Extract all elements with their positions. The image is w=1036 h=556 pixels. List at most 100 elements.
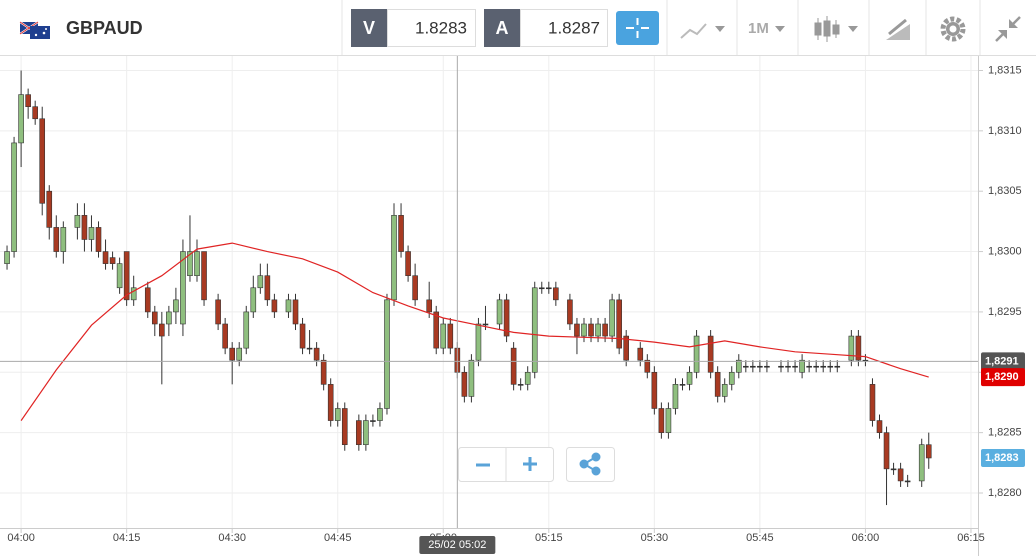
candle-body — [750, 365, 756, 368]
crosshair-y-label: 1,8291 — [985, 355, 1019, 367]
candle-body — [475, 323, 482, 361]
candle-body — [292, 299, 299, 325]
candle-body — [883, 432, 890, 470]
price-label: 1,8283 — [985, 452, 1019, 464]
candle-body — [95, 227, 102, 252]
candle-body — [531, 287, 538, 373]
candle-body — [595, 323, 601, 337]
y-tick-label: 1,8280 — [988, 487, 1022, 499]
candle-body — [637, 347, 644, 361]
candle-body — [447, 323, 454, 349]
candle-body — [250, 287, 257, 313]
candle-body — [644, 359, 651, 373]
candle-body — [433, 311, 440, 349]
candle-body — [918, 444, 925, 482]
candle-body — [130, 287, 137, 301]
candle-body — [123, 251, 130, 301]
candle-body — [116, 263, 123, 289]
y-tick-label: 1,8300 — [988, 245, 1022, 257]
candle-body — [524, 371, 531, 385]
candle-body — [890, 468, 897, 471]
candle-body — [658, 408, 665, 433]
x-tick-label: 05:15 — [535, 532, 563, 544]
zoom-in-button[interactable] — [523, 457, 537, 471]
candle-body — [264, 275, 271, 301]
ask-button[interactable] — [484, 9, 520, 47]
crosshair-x-label-bg — [419, 536, 496, 554]
candle-body — [257, 275, 264, 289]
candle-body — [194, 251, 200, 277]
settings-button[interactable] — [940, 16, 966, 42]
drawing-button[interactable] — [886, 18, 910, 40]
candle-body — [391, 215, 397, 301]
crosshair-x-label: 25/02 05:02 — [428, 539, 486, 551]
candle-body — [778, 365, 784, 368]
candle-body — [855, 335, 862, 361]
interval-button[interactable]: 1M — [748, 20, 769, 37]
share-button[interactable] — [566, 447, 615, 482]
x-tick-label: 04:45 — [324, 532, 352, 544]
ask-label: A — [496, 18, 509, 38]
candle-body — [88, 227, 95, 240]
ask-price: 1.8287 — [548, 18, 600, 37]
candle-body — [848, 335, 855, 361]
candle-body — [222, 323, 228, 349]
candle-body — [686, 371, 693, 385]
candle-body — [482, 323, 489, 326]
y-tick-label: 1,8285 — [988, 427, 1022, 439]
candle-body — [757, 365, 763, 368]
bid-price: 1.8283 — [415, 18, 467, 37]
x-tick-label: 06:15 — [957, 532, 985, 544]
toolbar: GBPAUD V 1.8283 A 1.8287 1M — [0, 0, 1036, 56]
candle-body — [39, 118, 46, 204]
collapse-button[interactable] — [995, 16, 1021, 42]
price-label-bg — [981, 448, 1025, 467]
chart-type-button[interactable] — [814, 16, 858, 42]
candle-body — [925, 444, 932, 459]
candle-body — [876, 420, 883, 433]
candle-body — [517, 384, 524, 386]
candle-body — [229, 347, 235, 361]
candle-body — [538, 287, 545, 290]
candle-body — [426, 299, 432, 313]
candle-body — [813, 365, 819, 368]
candle-body — [46, 190, 53, 228]
crosshair-icon — [626, 18, 649, 38]
x-tick-label: 04:30 — [218, 532, 246, 544]
candle-body — [370, 420, 376, 422]
y-tick-label: 1,8305 — [988, 185, 1022, 197]
candle-body — [785, 365, 791, 368]
candle-body — [503, 299, 510, 337]
candle-body — [679, 384, 686, 386]
x-tick-label: 04:15 — [113, 532, 141, 544]
candle-body — [581, 323, 587, 337]
candle-body — [53, 227, 60, 252]
bid-button[interactable] — [351, 9, 387, 47]
ask-box[interactable] — [520, 9, 608, 47]
candle-body — [320, 359, 327, 385]
candle-body — [11, 142, 17, 252]
candle-body — [623, 335, 630, 361]
candle-body — [327, 384, 334, 421]
candle-body — [904, 480, 911, 483]
candle-body — [665, 408, 672, 433]
x-tick-label: 05:30 — [641, 532, 669, 544]
candle-body — [363, 420, 369, 446]
candle-body — [18, 94, 24, 144]
bid-box[interactable] — [387, 9, 476, 47]
candle-body — [201, 251, 207, 301]
candle-body — [306, 347, 313, 350]
candle-body — [285, 299, 292, 313]
candle-body — [827, 365, 834, 368]
candle-body — [74, 215, 81, 228]
indicators-button[interactable] — [680, 23, 725, 39]
x-tick-label: 06:00 — [852, 532, 880, 544]
candle-body — [510, 347, 517, 385]
candle-body — [792, 365, 798, 368]
candle-body — [173, 299, 179, 313]
crosshair-button[interactable] — [616, 11, 659, 45]
bid-label: V — [363, 18, 375, 38]
candle-body — [243, 311, 250, 349]
candle-body — [398, 215, 404, 252]
candle-body — [159, 323, 165, 337]
